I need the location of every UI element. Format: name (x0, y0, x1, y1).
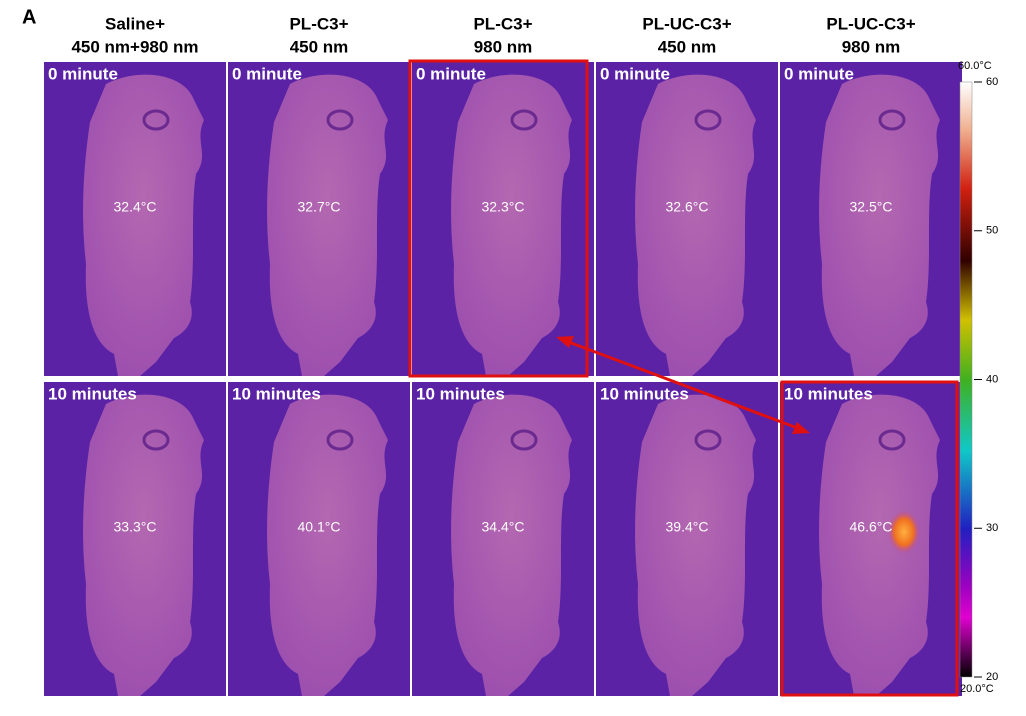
colorbar-tick-label: 20 (986, 671, 998, 683)
column-header: 450 nm (290, 37, 349, 56)
mouse-eye (694, 429, 722, 451)
mouse-eye (694, 109, 722, 131)
column-header: PL-UC-C3+ (826, 14, 915, 33)
column-header: 450 nm+980 nm (71, 37, 198, 56)
column-header: Saline+ (105, 14, 165, 33)
panel-label: A (22, 6, 36, 28)
mouse-eye (510, 109, 538, 131)
colorbar-tick-label: 60 (986, 76, 998, 88)
time-label: 10 minutes (232, 384, 321, 403)
colorbar (959, 81, 973, 678)
time-label: 0 minute (48, 64, 118, 83)
mouse-eye (878, 109, 906, 131)
mouse-silhouette (267, 394, 388, 696)
highlight-box (780, 380, 959, 697)
column-header: PL-C3+ (289, 14, 348, 33)
colorbar-tick-label: 30 (986, 522, 998, 534)
time-label: 0 minute (232, 64, 302, 83)
hot-spot (888, 510, 920, 554)
column-header: 980 nm (474, 37, 533, 56)
temperature-label: 40.1°C (298, 519, 341, 535)
mouse-eye (142, 429, 170, 451)
colorbar-tick-label: 50 (986, 225, 998, 237)
time-label: 10 minutes (784, 384, 873, 403)
mouse-silhouette (83, 394, 204, 696)
highlight-box (408, 59, 589, 378)
mouse-eye (510, 429, 538, 451)
mouse-silhouette (83, 74, 204, 376)
column-header: PL-C3+ (473, 14, 532, 33)
temperature-label: 32.7°C (298, 199, 341, 215)
colorbar-max-label: 60.0°C (958, 60, 992, 72)
mouse-eye (142, 109, 170, 131)
temperature-label: 39.4°C (666, 519, 709, 535)
comparison-arrow (556, 336, 810, 434)
mouse-silhouette (451, 394, 572, 696)
temperature-label: 34.4°C (482, 519, 525, 535)
mouse-silhouette (635, 74, 756, 376)
mouse-silhouette (819, 74, 940, 376)
mouse-eye (326, 109, 354, 131)
temperature-label: 32.4°C (114, 199, 157, 215)
time-label: 0 minute (416, 64, 486, 83)
mouse-silhouette (819, 394, 940, 696)
temperature-label: 32.6°C (666, 199, 709, 215)
mouse-eye (878, 429, 906, 451)
time-label: 0 minute (784, 64, 854, 83)
temperature-label: 46.6°C (850, 519, 893, 535)
time-label: 0 minute (600, 64, 670, 83)
column-header: 980 nm (842, 37, 901, 56)
mouse-silhouette (635, 394, 756, 696)
column-header: PL-UC-C3+ (642, 14, 731, 33)
time-label: 10 minutes (416, 384, 505, 403)
column-header: 450 nm (658, 37, 717, 56)
time-label: 10 minutes (600, 384, 689, 403)
temperature-label: 33.3°C (114, 519, 157, 535)
mouse-silhouette (267, 74, 388, 376)
mouse-silhouette (451, 74, 572, 376)
colorbar-tick-label: 40 (986, 373, 998, 385)
time-label: 10 minutes (48, 384, 137, 403)
temperature-label: 32.5°C (850, 199, 893, 215)
temperature-label: 32.3°C (482, 199, 525, 215)
mouse-eye (326, 429, 354, 451)
colorbar-min-label: 20.0°C (960, 683, 994, 695)
